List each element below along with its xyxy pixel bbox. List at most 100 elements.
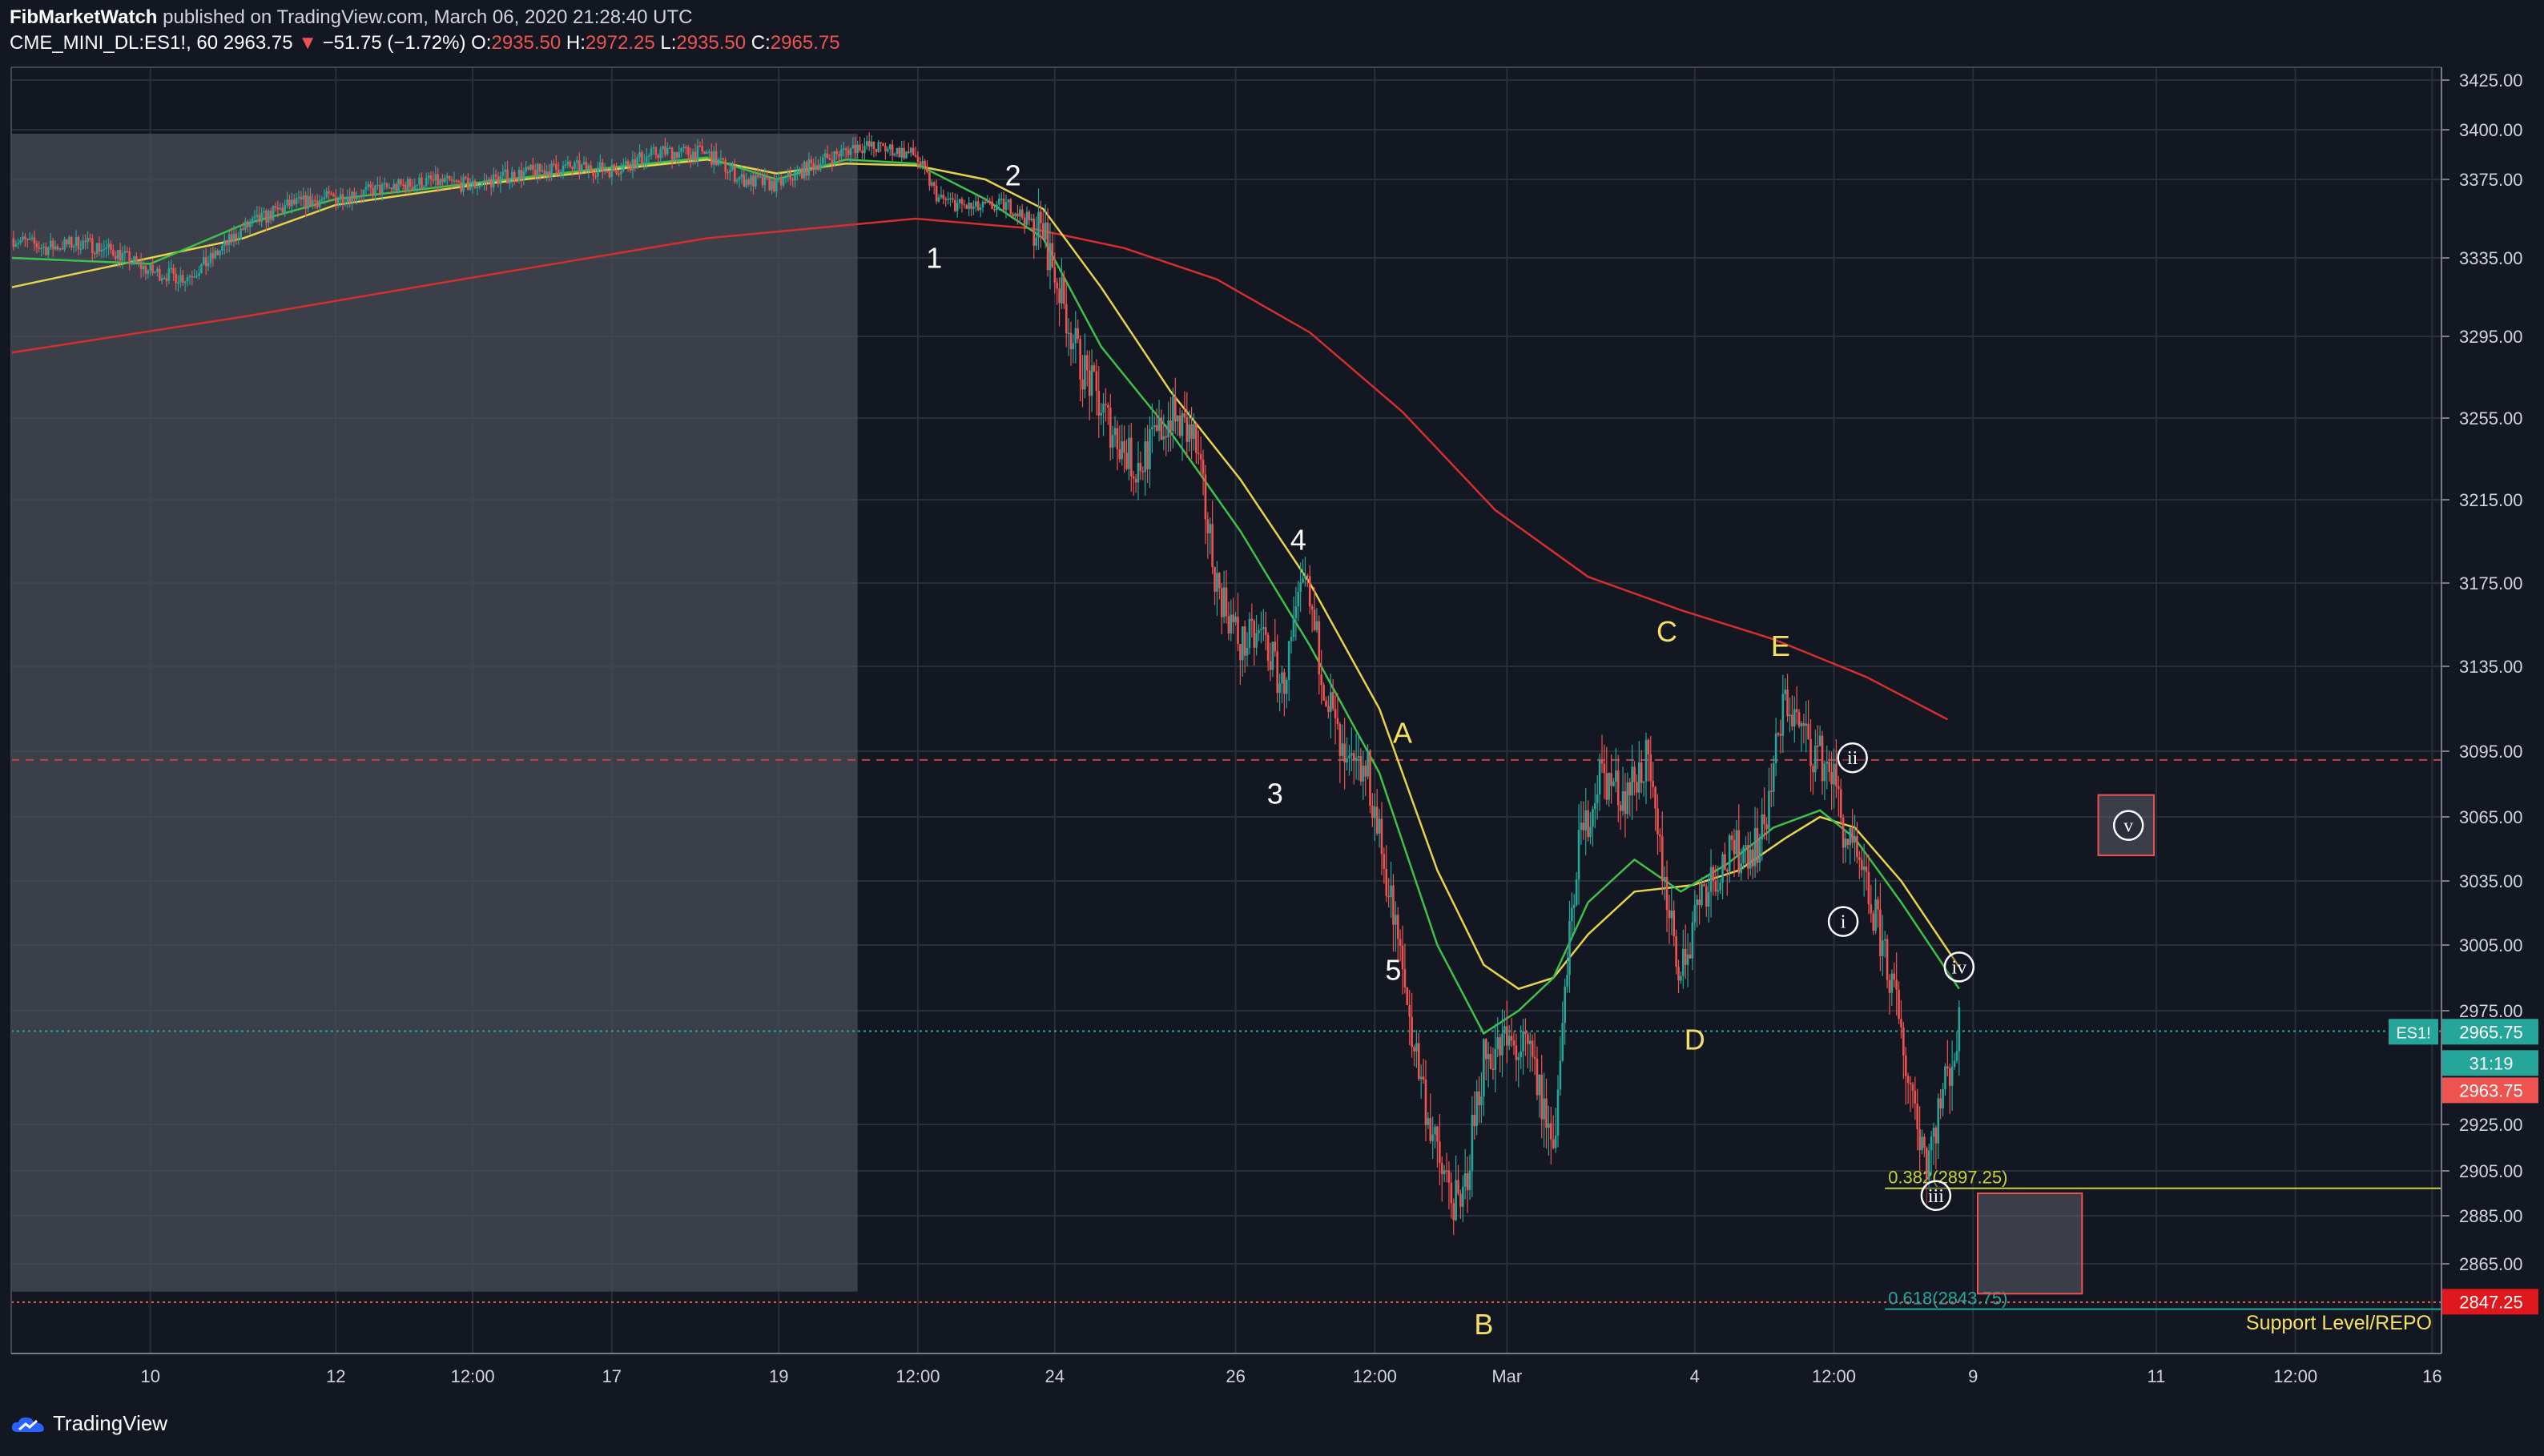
candle-body <box>1439 1141 1441 1164</box>
candle-body <box>1434 1126 1436 1135</box>
candle-body <box>775 178 778 192</box>
candle-body <box>1844 839 1847 848</box>
candle-body <box>1322 685 1325 701</box>
candle-body <box>1299 582 1302 593</box>
candle-body <box>1709 867 1713 892</box>
candle-body <box>578 160 581 172</box>
candle-body <box>557 169 560 175</box>
candle-body <box>1258 629 1260 633</box>
candle-body <box>1774 733 1777 764</box>
candle-body <box>351 191 353 203</box>
tradingview-logo[interactable]: TradingView <box>11 1411 167 1436</box>
candle-body <box>680 148 682 152</box>
wave-circle-label: ii <box>1847 748 1858 769</box>
candle-body <box>1605 773 1608 800</box>
candle-body <box>1417 1043 1420 1080</box>
candle-body <box>1698 899 1701 906</box>
candle-body <box>1589 827 1592 838</box>
candle-body <box>509 179 511 183</box>
candle-body <box>1350 753 1353 756</box>
symbol-name[interactable]: CME_MINI_DL:ES1!, 60 <box>10 32 219 54</box>
candle-body <box>670 147 674 160</box>
candle-body <box>799 168 801 171</box>
candle-body <box>650 148 653 156</box>
wave-label: B <box>1474 1308 1493 1341</box>
candle-body <box>1612 782 1615 786</box>
candle-body <box>1480 1096 1483 1106</box>
candle-body <box>538 163 541 172</box>
candle-body <box>1548 1123 1550 1128</box>
candle-body <box>186 277 189 282</box>
candle-body <box>1313 609 1316 630</box>
candle-body <box>1505 1026 1508 1046</box>
candle-body <box>1686 954 1689 965</box>
candle-body <box>230 234 233 243</box>
candle-body <box>207 263 210 267</box>
candle-body <box>1696 899 1698 906</box>
candle-body <box>1491 1068 1495 1071</box>
symbol-tag-label: ES1! <box>2396 1024 2430 1042</box>
candle-body <box>527 167 529 170</box>
candle-body <box>1955 1051 1958 1061</box>
candle-body <box>1946 1066 1949 1068</box>
candle-body <box>1283 672 1286 694</box>
candle-body <box>1359 756 1363 782</box>
candle-body <box>1499 1037 1501 1056</box>
candle-body <box>1860 859 1863 871</box>
candle-body <box>666 147 669 155</box>
price-tick-label: 3255.00 <box>2459 408 2523 428</box>
candle-body <box>1424 1079 1427 1125</box>
candle-body <box>1930 1136 1933 1151</box>
candle-body <box>1660 836 1664 882</box>
price-tick-label: 3135.00 <box>2459 657 2523 677</box>
candle-body <box>284 205 286 213</box>
candle-body <box>200 263 203 274</box>
author-name[interactable]: FibMarketWatch <box>10 6 158 28</box>
price-tick-label: 3335.00 <box>2459 248 2523 268</box>
candle-body <box>1471 1114 1474 1171</box>
candle-body <box>77 236 80 250</box>
candle-body <box>223 239 226 247</box>
candle-body <box>1670 911 1673 919</box>
candle-body <box>469 186 472 190</box>
candle-body <box>1540 1074 1544 1120</box>
candle-body <box>1310 606 1314 610</box>
candle-body <box>1197 452 1200 455</box>
candle-body <box>1914 1090 1917 1104</box>
candle-body <box>98 243 101 252</box>
candle-body <box>406 179 409 191</box>
candle-body <box>367 183 370 187</box>
candle-body <box>1730 835 1733 840</box>
candle-body <box>1545 1098 1548 1128</box>
candle-body <box>1572 904 1576 908</box>
candle-body <box>323 197 326 199</box>
candle-body <box>696 145 699 161</box>
candle-body <box>1149 429 1151 469</box>
candle-body <box>582 162 586 165</box>
candle-body <box>675 151 678 158</box>
price-tag-label: 2963.75 <box>2459 1080 2523 1100</box>
candle-body <box>1633 766 1636 782</box>
candle-body <box>997 199 1000 205</box>
candle-body <box>1144 441 1146 473</box>
candle-body <box>167 267 171 281</box>
candle-body <box>1455 1180 1457 1221</box>
candle-body <box>87 238 89 243</box>
candle-body <box>1429 1118 1432 1141</box>
candle-body <box>121 252 124 261</box>
candle-body <box>1707 891 1710 907</box>
close-label: C: <box>751 32 771 54</box>
candle-body <box>1202 459 1205 475</box>
candle-body <box>1673 911 1676 937</box>
candle-body <box>1487 1054 1490 1060</box>
candle-body <box>903 147 905 159</box>
candle-body <box>1886 939 1889 980</box>
candle-body <box>1911 1084 1914 1091</box>
price-tag-label: 2847.25 <box>2459 1292 2523 1312</box>
candle-body <box>1797 712 1801 726</box>
candle-body <box>1116 428 1119 450</box>
candle-body <box>74 236 78 247</box>
candle-body <box>919 162 922 166</box>
candle-body <box>1703 884 1705 887</box>
